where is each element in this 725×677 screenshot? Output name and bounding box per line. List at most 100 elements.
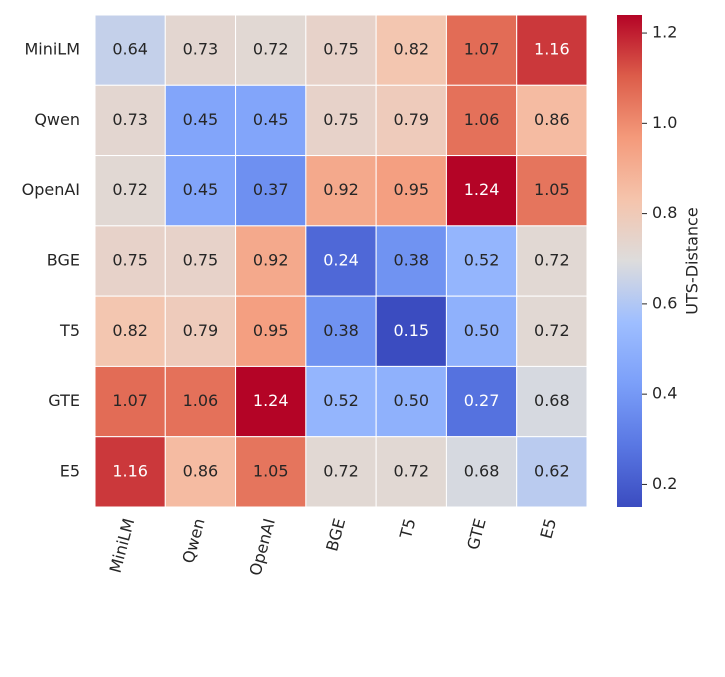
cell-label: 0.92	[323, 180, 359, 199]
heatmap-cell	[375, 365, 447, 438]
cell-label: 0.75	[183, 251, 219, 270]
colorbar-tick-label: 1.0	[652, 113, 677, 132]
cell-label: 0.27	[464, 391, 500, 410]
cell-label: 1.07	[112, 391, 148, 410]
cell-label: 0.72	[323, 461, 359, 480]
cell-label: 0.64	[112, 40, 148, 59]
cell-label: 0.37	[253, 180, 289, 199]
heatmap-cell	[516, 155, 588, 227]
cell-label: 0.82	[393, 40, 429, 59]
cell-label: 1.07	[464, 40, 500, 59]
heatmap-cell	[445, 14, 518, 86]
cell-label: 1.16	[534, 40, 570, 59]
y-tick-label: GTE	[48, 391, 80, 410]
cell-label: 0.75	[323, 110, 359, 129]
colorbar-tick-label: 1.2	[652, 23, 677, 42]
heatmap-cell	[94, 14, 166, 86]
cell-label: 0.15	[393, 321, 429, 340]
cell-label: 1.05	[253, 461, 289, 480]
heatmap-cell	[516, 436, 588, 508]
cell-label: 0.79	[393, 110, 429, 129]
cell-label: 1.05	[534, 180, 570, 199]
cell-label: 0.95	[253, 321, 289, 340]
cell-label: 0.68	[534, 391, 570, 410]
heatmap-cell	[94, 365, 166, 438]
x-tick-label: BGE	[322, 516, 349, 553]
y-tick-label: BGE	[47, 251, 80, 270]
cell-label: 1.24	[253, 391, 289, 410]
heatmap-cell	[445, 436, 518, 508]
heatmap-cell	[94, 436, 166, 508]
cell-label: 0.72	[112, 180, 148, 199]
cell-label: 0.86	[534, 110, 570, 129]
heatmap-cell	[516, 365, 588, 438]
x-tick-label: Qwen	[178, 516, 208, 565]
heatmap-cell	[235, 84, 307, 157]
colorbar-tick-label: 0.2	[652, 474, 677, 493]
x-tick-label: T5	[396, 516, 420, 541]
y-tick-label: OpenAI	[22, 180, 80, 199]
heatmap-cell	[235, 14, 307, 86]
cell-label: 0.73	[112, 110, 148, 129]
heatmap-cell	[94, 295, 166, 367]
y-tick-label: E5	[60, 461, 80, 480]
cell-label: 0.95	[393, 180, 429, 199]
cell-label: 0.38	[393, 251, 429, 270]
cell-label: 0.52	[323, 391, 359, 410]
heatmap-cell	[94, 84, 166, 157]
cell-label: 0.72	[534, 251, 570, 270]
cell-label: 0.45	[183, 180, 219, 199]
heatmap-cell	[164, 155, 237, 227]
heatmap-cell	[164, 14, 237, 86]
cell-label: 0.75	[323, 40, 359, 59]
heatmap-cell	[235, 365, 307, 438]
heatmap-cell	[235, 295, 307, 367]
cell-label: 0.50	[464, 321, 500, 340]
heatmap-cell	[375, 84, 447, 157]
x-tick-label: GTE	[463, 516, 490, 552]
heatmap-cell	[375, 436, 447, 508]
colorbar	[617, 15, 642, 507]
heatmap-cell	[375, 155, 447, 227]
heatmap-cell	[516, 295, 588, 367]
heatmap-cell	[305, 14, 377, 86]
cell-label: 0.92	[253, 251, 289, 270]
colorbar-label: UTS-Distance	[683, 207, 702, 314]
heatmap-cell	[164, 365, 237, 438]
cell-label: 0.62	[534, 461, 570, 480]
heatmap-cell	[94, 225, 166, 297]
cell-label: 1.06	[464, 110, 500, 129]
heatmap-cell	[516, 84, 588, 157]
y-tick-label: Qwen	[34, 110, 80, 129]
y-tick-label: T5	[59, 321, 80, 340]
cell-label: 0.38	[323, 321, 359, 340]
cell-label: 0.52	[464, 251, 500, 270]
heatmap-cell	[305, 225, 377, 297]
cell-label: 0.82	[112, 321, 148, 340]
x-tick-label: MiniLM	[106, 516, 139, 575]
cell-label: 0.50	[393, 391, 429, 410]
x-tick-label: E5	[536, 516, 560, 541]
cell-label: 0.68	[464, 461, 500, 480]
cell-label: 0.73	[183, 40, 219, 59]
cell-label: 1.24	[464, 180, 500, 199]
cell-label: 0.86	[183, 461, 219, 480]
heatmap-cell	[445, 225, 518, 297]
cell-label: 0.75	[112, 251, 148, 270]
heatmap-cell	[305, 436, 377, 508]
cell-label: 0.24	[323, 251, 359, 270]
cell-label: 0.72	[534, 321, 570, 340]
cell-label: 0.45	[253, 110, 289, 129]
colorbar-tick-label: 0.8	[652, 203, 677, 222]
cell-label: 0.45	[183, 110, 219, 129]
x-tick-label: OpenAI	[245, 516, 278, 577]
colorbar-tick-label: 0.4	[652, 384, 677, 403]
heatmap-cell	[164, 225, 237, 297]
heatmap-cell	[305, 365, 377, 438]
heatmap-cell	[445, 155, 518, 227]
y-tick-label: MiniLM	[24, 40, 80, 59]
cell-label: 1.06	[183, 391, 219, 410]
cell-label: 0.72	[253, 40, 289, 59]
cell-label: 0.72	[393, 461, 429, 480]
